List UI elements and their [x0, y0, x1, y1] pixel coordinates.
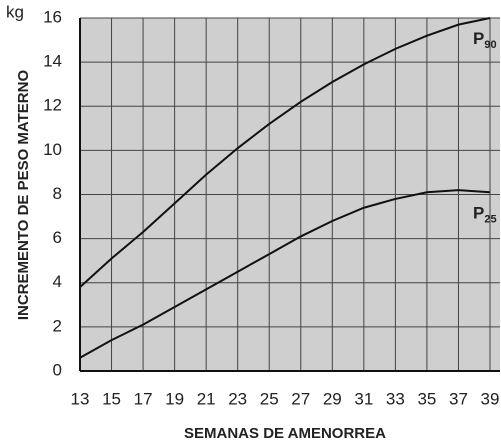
line-series — [79, 17, 491, 288]
series-label: P90 — [473, 29, 497, 50]
y-tick-label: 6 — [53, 228, 62, 247]
y-tick-label: 0 — [53, 360, 62, 379]
y-axis-title: INCREMENTO DE PESO MATERNO — [15, 70, 32, 321]
x-tick-label: 17 — [134, 389, 153, 408]
x-tick-label: 27 — [291, 389, 310, 408]
x-axis-title: SEMANAS DE AMENORREA — [184, 425, 386, 442]
series-label-main: P — [473, 204, 484, 223]
y-tick-label: 12 — [43, 96, 62, 115]
series-label-sub: 25 — [484, 213, 496, 225]
y-tick-label: 10 — [43, 140, 62, 159]
x-tick-label: 21 — [197, 389, 216, 408]
x-tick-label: 25 — [260, 389, 279, 408]
x-tick-label: 31 — [354, 389, 373, 408]
y-tick-label: 8 — [53, 184, 62, 203]
line-series — [79, 189, 491, 359]
series-label-sub: 90 — [484, 39, 496, 51]
y-unit: kg — [6, 2, 24, 21]
x-tick-label: 33 — [386, 389, 405, 408]
x-tick-label: 23 — [228, 389, 247, 408]
x-tick-label: 19 — [165, 389, 184, 408]
x-tick-label: 35 — [417, 389, 436, 408]
x-tick-label: 39 — [481, 389, 500, 408]
x-tick-label: 15 — [102, 389, 121, 408]
y-tick-label: 2 — [53, 316, 62, 335]
x-tick-label: 37 — [449, 389, 468, 408]
series-label: P25 — [473, 204, 497, 225]
y-tick-label: 16 — [43, 7, 62, 26]
series-label-main: P — [473, 29, 484, 48]
y-tick-label: 14 — [43, 52, 62, 71]
x-tick-label: 13 — [71, 389, 90, 408]
y-tick-label: 4 — [53, 272, 62, 291]
x-tick-label: 29 — [323, 389, 342, 408]
